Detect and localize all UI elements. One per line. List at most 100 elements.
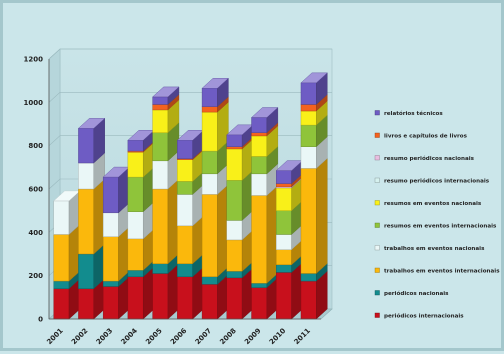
bar-segment: [152, 86, 180, 105]
legend-label: relatórios técnicos: [384, 110, 443, 117]
y-axis: 0 200 400 600 800 1000 1200: [24, 56, 50, 324]
legend-item: trabalhos em eventos internacionais: [374, 267, 500, 275]
bar-front: [201, 276, 218, 285]
bar-front: [201, 106, 218, 113]
legend-label: trabalhos em eventos internacionais: [384, 269, 500, 275]
x-tick-label: 2007: [194, 327, 214, 347]
bar-front: [78, 128, 94, 164]
bar-front: [152, 96, 169, 105]
bar-segment: [53, 224, 81, 282]
bar-front: [226, 134, 243, 147]
x-tick-label: 2011: [293, 327, 313, 347]
bar-segment: [201, 183, 229, 278]
legend-label: periódicos nacionais: [384, 290, 449, 297]
bar-front: [127, 238, 144, 271]
x-tick-label: 2005: [144, 327, 164, 347]
bar-front: [127, 140, 144, 152]
bar-front: [201, 150, 218, 175]
bar-front: [53, 200, 70, 235]
bar-segment: [226, 124, 254, 148]
bar-segment: [300, 72, 328, 105]
bar-front: [300, 168, 317, 274]
bar-front: [177, 225, 193, 264]
bar-front: [300, 110, 317, 126]
bar-front: [102, 286, 119, 320]
legend-label: resumo periódicos internacionais: [384, 178, 490, 185]
legend-label: resumo periódicos nacionais: [384, 155, 475, 162]
bar-front: [102, 280, 119, 287]
bar-front: [276, 183, 292, 188]
bar-front: [152, 188, 169, 264]
gridline: [48, 48, 332, 60]
legend-item: periódicos internacionais: [374, 313, 464, 320]
legend-swatch: [374, 222, 380, 228]
bar-front: [78, 162, 94, 190]
bar-front: [102, 212, 119, 237]
bar-front: [226, 180, 243, 221]
bar-front: [251, 156, 268, 175]
x-tick-label: 2003: [95, 327, 115, 347]
bar-stack-2002: [77, 117, 106, 320]
bar-stack-2001: [53, 190, 81, 320]
bar-front: [251, 132, 268, 137]
bar-front: [300, 273, 317, 282]
bar-segment: [250, 185, 279, 284]
bar-top: [250, 107, 279, 118]
bar-front: [226, 239, 243, 272]
bar-front: [78, 288, 94, 320]
bar-front: [226, 220, 243, 241]
bar-front: [226, 148, 243, 181]
bar-front: [276, 264, 292, 273]
bar-front: [102, 236, 119, 282]
bar-front: [177, 181, 193, 195]
bar-front: [276, 249, 292, 266]
y-tick-label: 200: [28, 272, 43, 280]
x-axis: 2001 2002 2003 2004 2005 2006 2007 2008 2009 2010…: [45, 318, 321, 347]
bar-front: [276, 234, 292, 250]
bar-front: [152, 273, 169, 320]
bar-front: [226, 271, 243, 279]
bar-stack-2004: [127, 129, 155, 320]
x-tick-label: 2008: [218, 327, 238, 347]
bar-segment: [102, 166, 131, 214]
legend-label: periódicos internacionais: [384, 313, 464, 320]
y-tick-label: 600: [28, 186, 43, 194]
bar-segment: [275, 160, 304, 185]
bar-front: [201, 284, 218, 320]
bar-stack-2006: [176, 129, 205, 320]
y-tick-label: 800: [28, 142, 43, 150]
bar-front: [201, 88, 218, 107]
x-tick-label: 2009: [243, 327, 263, 347]
bar-side: [316, 157, 328, 274]
legend-label: resumos em eventos internacionais: [384, 224, 497, 230]
bar-front: [78, 188, 94, 255]
legend-swatch: [374, 200, 380, 206]
bar-front: [102, 176, 119, 214]
bar-segment: [77, 178, 106, 255]
legend-swatch: [374, 155, 380, 161]
legend-item: relatórios técnicos: [374, 110, 443, 117]
bar-front: [251, 173, 268, 196]
bar-front: [127, 176, 144, 212]
bars: [53, 72, 328, 320]
bar-front: [152, 132, 169, 162]
bar-front: [53, 280, 70, 289]
bar-front: [201, 194, 218, 277]
bar-front: [300, 82, 317, 105]
bar-top: [77, 118, 106, 129]
bar-front: [177, 276, 193, 320]
legend-swatch: [374, 132, 380, 138]
bar-front: [152, 109, 169, 133]
bar-front: [226, 277, 243, 320]
bar-front: [226, 146, 243, 150]
bar-front: [276, 272, 292, 320]
bar-front: [152, 160, 169, 190]
bar-front: [300, 124, 317, 147]
x-tick-label: 2002: [70, 327, 90, 347]
bar-front: [201, 111, 218, 152]
bar-front: [127, 276, 144, 320]
x-tick-label: 2001: [45, 327, 65, 347]
legend-item: trabalhos em eventos nacionais: [374, 245, 485, 252]
gridline: [48, 92, 332, 103]
